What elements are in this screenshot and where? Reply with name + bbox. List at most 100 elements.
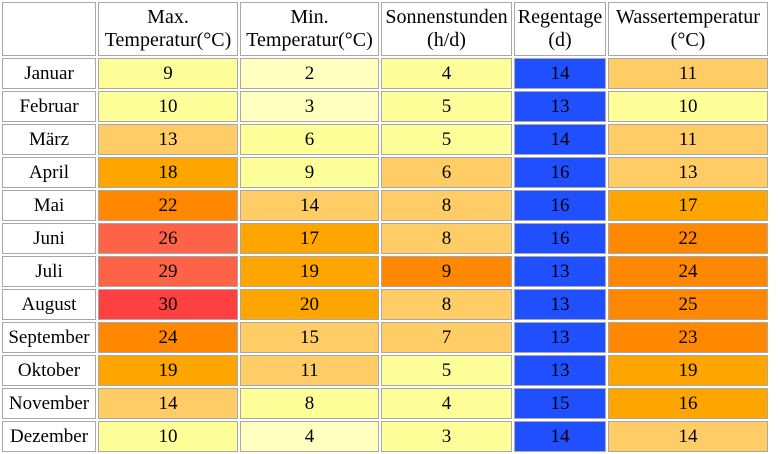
column-header-line: (°C) xyxy=(670,29,706,51)
max-temperature-cell: 10 xyxy=(98,421,238,452)
table-row: März 13 6 5 14 11 xyxy=(2,124,768,155)
max-temperature-cell: 9 xyxy=(98,58,238,89)
column-header-line: Temperatur(°C) xyxy=(104,29,232,51)
table-row: August 30 20 8 13 25 xyxy=(2,289,768,320)
month-label: Februar xyxy=(2,91,96,122)
water-temperature-cell: 22 xyxy=(608,223,768,254)
column-header-max-temperature: Max. Temperatur(°C) xyxy=(98,2,238,56)
max-temperature-cell: 24 xyxy=(98,322,238,353)
column-header-water-temperature: Wassertemperatur (°C) xyxy=(608,2,768,56)
month-label: Juli xyxy=(2,256,96,287)
rain-days-cell: 13 xyxy=(514,322,606,353)
sunshine-hours-cell: 8 xyxy=(381,289,512,320)
min-temperature-cell: 4 xyxy=(240,421,379,452)
water-temperature-cell: 13 xyxy=(608,157,768,188)
table-row: November 14 8 4 15 16 xyxy=(2,388,768,419)
month-label: August xyxy=(2,289,96,320)
min-temperature-cell: 2 xyxy=(240,58,379,89)
column-header-line: Sonnenstunden xyxy=(385,6,508,28)
column-header-rain-days: Regentage (d) xyxy=(514,2,606,56)
month-label: Januar xyxy=(2,58,96,89)
column-header-line: Regentage xyxy=(517,6,603,28)
min-temperature-cell: 14 xyxy=(240,190,379,221)
month-label: Oktober xyxy=(2,355,96,386)
min-temperature-cell: 3 xyxy=(240,91,379,122)
max-temperature-cell: 19 xyxy=(98,355,238,386)
table-row: Juli 29 19 9 13 24 xyxy=(2,256,768,287)
month-label: März xyxy=(2,124,96,155)
column-header-line: Temperatur(°C) xyxy=(246,29,373,51)
rain-days-cell: 14 xyxy=(514,124,606,155)
sunshine-hours-cell: 6 xyxy=(381,157,512,188)
header-corner-cell xyxy=(2,2,96,56)
rain-days-cell: 13 xyxy=(514,355,606,386)
column-header-sunshine-hours: Sonnenstunden (h/d) xyxy=(381,2,512,56)
min-temperature-cell: 9 xyxy=(240,157,379,188)
max-temperature-cell: 30 xyxy=(98,289,238,320)
table-row: Februar 10 3 5 13 10 xyxy=(2,91,768,122)
sunshine-hours-cell: 5 xyxy=(381,124,512,155)
max-temperature-cell: 22 xyxy=(98,190,238,221)
rain-days-cell: 13 xyxy=(514,91,606,122)
water-temperature-cell: 11 xyxy=(608,58,768,89)
rain-days-cell: 14 xyxy=(514,421,606,452)
min-temperature-cell: 6 xyxy=(240,124,379,155)
max-temperature-cell: 29 xyxy=(98,256,238,287)
sunshine-hours-cell: 4 xyxy=(381,388,512,419)
rain-days-cell: 16 xyxy=(514,223,606,254)
water-temperature-cell: 16 xyxy=(608,388,768,419)
sunshine-hours-cell: 4 xyxy=(381,58,512,89)
table-row: September 24 15 7 13 23 xyxy=(2,322,768,353)
min-temperature-cell: 19 xyxy=(240,256,379,287)
max-temperature-cell: 26 xyxy=(98,223,238,254)
sunshine-hours-cell: 7 xyxy=(381,322,512,353)
month-label: Juni xyxy=(2,223,96,254)
table-row: Januar 9 2 4 14 11 xyxy=(2,58,768,89)
min-temperature-cell: 17 xyxy=(240,223,379,254)
rain-days-cell: 14 xyxy=(514,58,606,89)
min-temperature-cell: 20 xyxy=(240,289,379,320)
month-label: November xyxy=(2,388,96,419)
column-header-min-temperature: Min. Temperatur(°C) xyxy=(240,2,379,56)
column-header-line: Wassertemperatur xyxy=(616,6,760,28)
rain-days-cell: 16 xyxy=(514,190,606,221)
sunshine-hours-cell: 9 xyxy=(381,256,512,287)
column-header-line: Max. xyxy=(147,6,189,28)
table-row: Mai 22 14 8 16 17 xyxy=(2,190,768,221)
table-row: Juni 26 17 8 16 22 xyxy=(2,223,768,254)
table-row: Oktober 19 11 5 13 19 xyxy=(2,355,768,386)
header-row: Max. Temperatur(°C) Min. Temperatur(°C) … xyxy=(2,2,768,56)
max-temperature-cell: 18 xyxy=(98,157,238,188)
sunshine-hours-cell: 5 xyxy=(381,355,512,386)
water-temperature-cell: 17 xyxy=(608,190,768,221)
water-temperature-cell: 23 xyxy=(608,322,768,353)
month-label: Mai xyxy=(2,190,96,221)
table-row: Dezember 10 4 3 14 14 xyxy=(2,421,768,452)
water-temperature-cell: 19 xyxy=(608,355,768,386)
water-temperature-cell: 14 xyxy=(608,421,768,452)
min-temperature-cell: 11 xyxy=(240,355,379,386)
water-temperature-cell: 25 xyxy=(608,289,768,320)
month-label: April xyxy=(2,157,96,188)
table-row: April 18 9 6 16 13 xyxy=(2,157,768,188)
rain-days-cell: 13 xyxy=(514,289,606,320)
max-temperature-cell: 14 xyxy=(98,388,238,419)
water-temperature-cell: 11 xyxy=(608,124,768,155)
month-label: September xyxy=(2,322,96,353)
water-temperature-cell: 24 xyxy=(608,256,768,287)
column-header-line: Min. xyxy=(290,6,329,28)
column-header-line: (h/d) xyxy=(427,29,466,51)
min-temperature-cell: 8 xyxy=(240,388,379,419)
month-label: Dezember xyxy=(2,421,96,452)
sunshine-hours-cell: 3 xyxy=(381,421,512,452)
sunshine-hours-cell: 5 xyxy=(381,91,512,122)
water-temperature-cell: 10 xyxy=(608,91,768,122)
max-temperature-cell: 13 xyxy=(98,124,238,155)
max-temperature-cell: 10 xyxy=(98,91,238,122)
sunshine-hours-cell: 8 xyxy=(381,190,512,221)
sunshine-hours-cell: 8 xyxy=(381,223,512,254)
rain-days-cell: 13 xyxy=(514,256,606,287)
rain-days-cell: 15 xyxy=(514,388,606,419)
column-header-line: (d) xyxy=(548,29,572,51)
